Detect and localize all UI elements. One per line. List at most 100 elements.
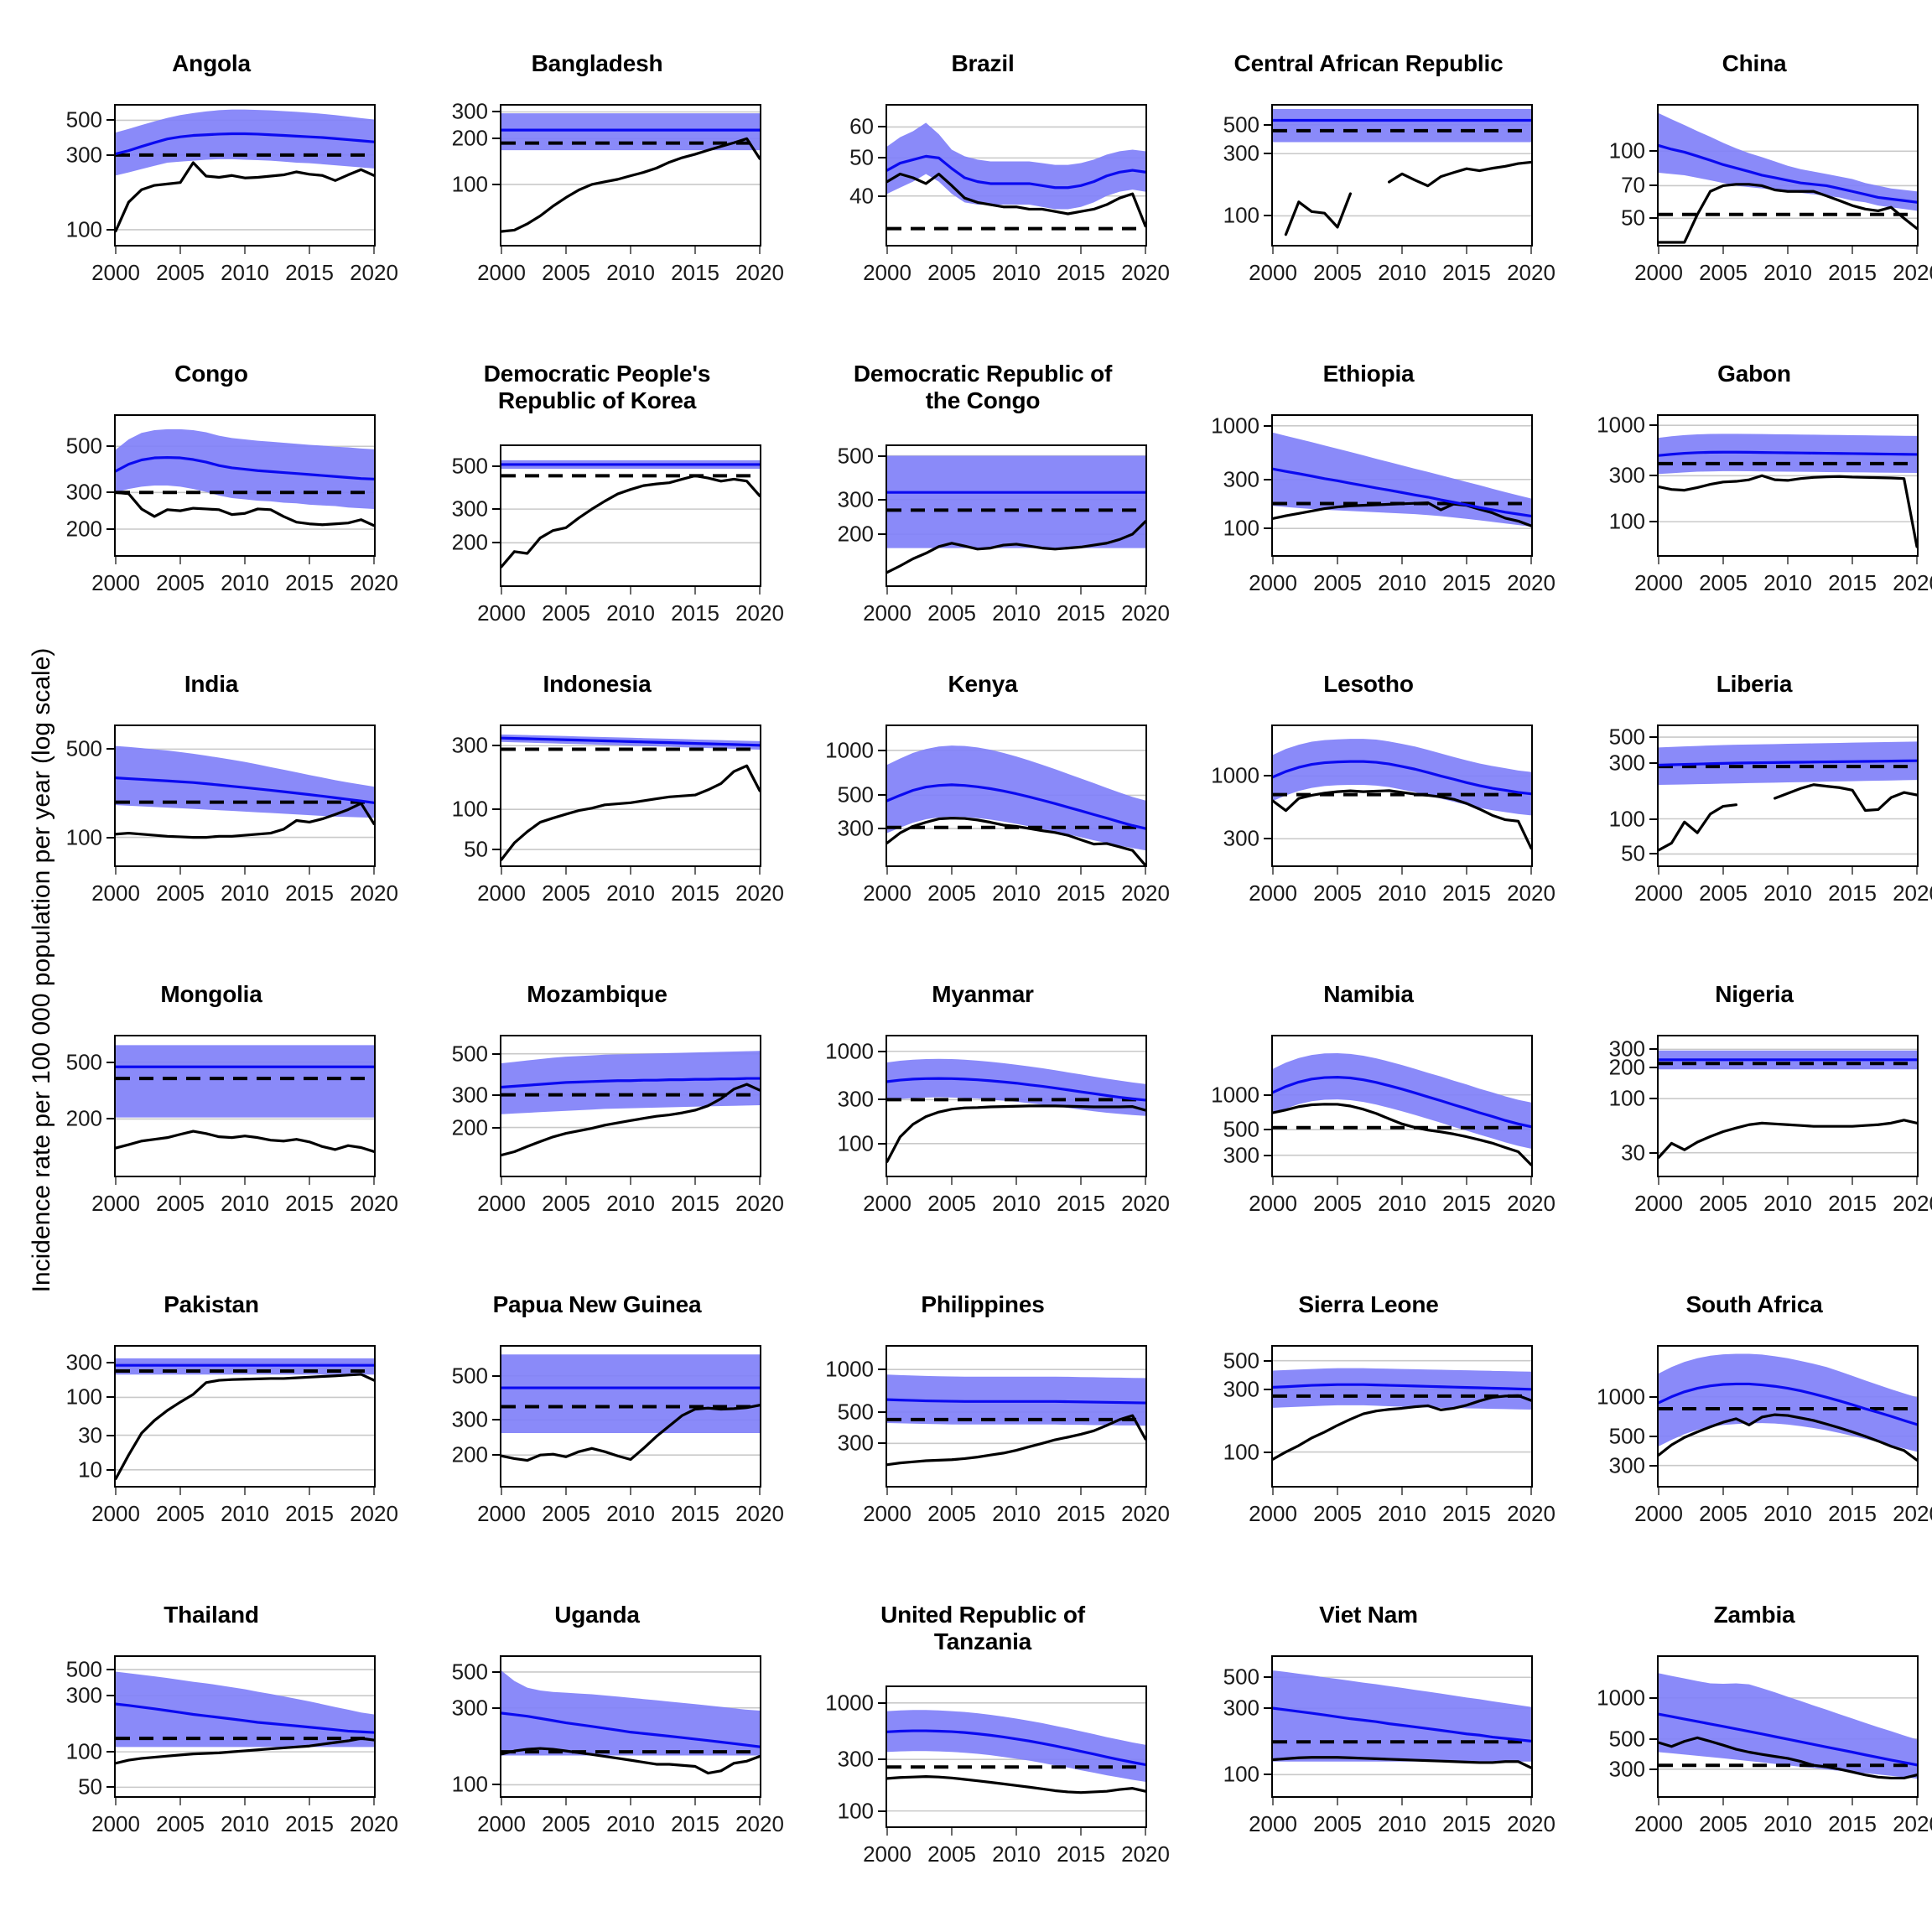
- x-tick-mark: [1466, 1488, 1467, 1495]
- x-tick-label: 2010: [1763, 1811, 1812, 1836]
- x-tick-label: 2015: [285, 1501, 334, 1526]
- y-tick-label: 100: [65, 1738, 102, 1764]
- plot-area: [500, 1655, 761, 1798]
- x-tick-label: 2000: [477, 1191, 526, 1216]
- panel-indonesia: Indonesia 50 100 300 2000 2005 2010 2015 2020: [419, 671, 784, 948]
- x-tick-label: 2020: [350, 880, 398, 906]
- plot-area: [114, 1035, 376, 1177]
- y-tick-mark: [1264, 1707, 1271, 1710]
- estimate-line: [1273, 1383, 1531, 1391]
- estimate-line: [1659, 759, 1917, 767]
- plot-area: [1271, 104, 1533, 247]
- y-tick-label: 30: [78, 1422, 102, 1448]
- x-tick-mark: [179, 1177, 181, 1185]
- estimate-line: [887, 154, 1145, 190]
- panel-title: Kenya: [948, 671, 1018, 697]
- estimate-line: [116, 776, 374, 804]
- y-tick-label: 60: [849, 113, 874, 139]
- plot-area: [886, 444, 1147, 587]
- x-tick-label: 2005: [1699, 880, 1748, 906]
- panel-title: Indonesia: [543, 671, 652, 697]
- y-tick-mark: [106, 445, 114, 448]
- x-tick-label: 2015: [1057, 880, 1105, 906]
- plot-area: [1657, 414, 1919, 557]
- y-tick-label: 50: [1621, 205, 1645, 231]
- x-tick-label: 2010: [992, 260, 1041, 285]
- panel-angola: Angola 100 300 500 2000 2005 2010 2015 2020: [34, 50, 398, 327]
- x-tick-mark: [886, 247, 888, 254]
- x-tick-label: 2015: [1828, 1811, 1877, 1836]
- x-tick-label: 2010: [992, 1191, 1041, 1216]
- panel-title: Democratic People's Republic of Korea: [483, 361, 711, 413]
- y-tick-label: 500: [451, 1041, 488, 1067]
- panel-title: Myanmar: [932, 981, 1034, 1007]
- x-tick-mark: [1852, 1488, 1853, 1495]
- y-tick-mark: [106, 527, 114, 530]
- panel-united-republic-of-tanzania: United Republic of Tanzania 100 300 1000 2000…: [805, 1602, 1170, 1878]
- x-tick-mark: [1145, 587, 1146, 595]
- panel-title: Liberia: [1716, 671, 1793, 697]
- x-tick-mark: [179, 557, 181, 564]
- uncertainty-band: [1273, 108, 1531, 143]
- y-tick-mark: [1264, 1359, 1271, 1362]
- x-tick-mark: [373, 867, 375, 875]
- uncertainty-band: [1273, 739, 1531, 816]
- panel-title: Mongolia: [160, 981, 262, 1007]
- x-tick-mark: [759, 867, 761, 875]
- x-tick-mark: [694, 1177, 696, 1185]
- y-tick-mark: [492, 1454, 500, 1457]
- x-tick-label: 2020: [1893, 570, 1932, 595]
- x-tick-label: 2000: [477, 880, 526, 906]
- x-tick-mark: [501, 587, 502, 595]
- x-tick-label: 2020: [1893, 260, 1932, 285]
- x-tick-mark: [1337, 1177, 1338, 1185]
- x-tick-mark: [1787, 1798, 1789, 1805]
- x-tick-mark: [1466, 1798, 1467, 1805]
- panel-south-africa: South Africa 300 500 1000 2000 2005 2010 2015 20…: [1576, 1291, 1932, 1568]
- x-tick-mark: [1916, 867, 1918, 875]
- x-tick-label: 2000: [1249, 1811, 1297, 1836]
- y-tick-label: 1000: [1597, 412, 1645, 438]
- y-tick-label: 200: [451, 1114, 488, 1140]
- notification-line: [116, 1373, 374, 1481]
- x-tick-mark: [309, 557, 310, 564]
- y-tick-label: 300: [837, 1430, 874, 1456]
- notification-line: [116, 1737, 374, 1765]
- x-tick-label: 2000: [1249, 570, 1297, 595]
- x-tick-label: 2015: [285, 1811, 334, 1836]
- x-tick-mark: [373, 1177, 375, 1185]
- x-tick-label: 2000: [1249, 880, 1297, 906]
- y-tick-mark: [492, 111, 500, 113]
- x-tick-mark: [951, 1488, 953, 1495]
- estimate-line: [1273, 760, 1531, 796]
- panel-title: South Africa: [1685, 1291, 1823, 1317]
- y-tick-mark: [492, 183, 500, 185]
- x-tick-mark: [1787, 867, 1789, 875]
- x-tick-label: 2005: [156, 1191, 205, 1216]
- y-tick-mark: [106, 491, 114, 494]
- x-tick-mark: [1337, 557, 1338, 564]
- x-tick-label: 2020: [1507, 1811, 1555, 1836]
- x-tick-mark: [694, 247, 696, 254]
- x-tick-mark: [694, 1798, 696, 1805]
- x-tick-mark: [1787, 1177, 1789, 1185]
- x-tick-mark: [501, 867, 502, 875]
- x-tick-label: 2000: [863, 1501, 911, 1526]
- x-tick-label: 2020: [735, 260, 784, 285]
- y-tick-label: 100: [1608, 806, 1645, 831]
- x-tick-mark: [1787, 557, 1789, 564]
- y-tick-label: 500: [65, 106, 102, 132]
- y-tick-label: 200: [65, 516, 102, 542]
- x-tick-mark: [1852, 867, 1853, 875]
- x-tick-label: 2020: [735, 1811, 784, 1836]
- y-tick-label: 100: [837, 1130, 874, 1156]
- y-tick-label: 50: [1621, 840, 1645, 866]
- y-tick-label: 500: [1223, 112, 1259, 138]
- x-tick-label: 2005: [156, 570, 205, 595]
- x-tick-mark: [1080, 1488, 1082, 1495]
- y-tick-label: 30: [1621, 1140, 1645, 1166]
- panel-democratic-people-s-republic-of-korea: Democratic People's Republic of Korea 200 3…: [419, 361, 784, 637]
- x-tick-mark: [951, 587, 953, 595]
- x-tick-label: 2020: [735, 880, 784, 906]
